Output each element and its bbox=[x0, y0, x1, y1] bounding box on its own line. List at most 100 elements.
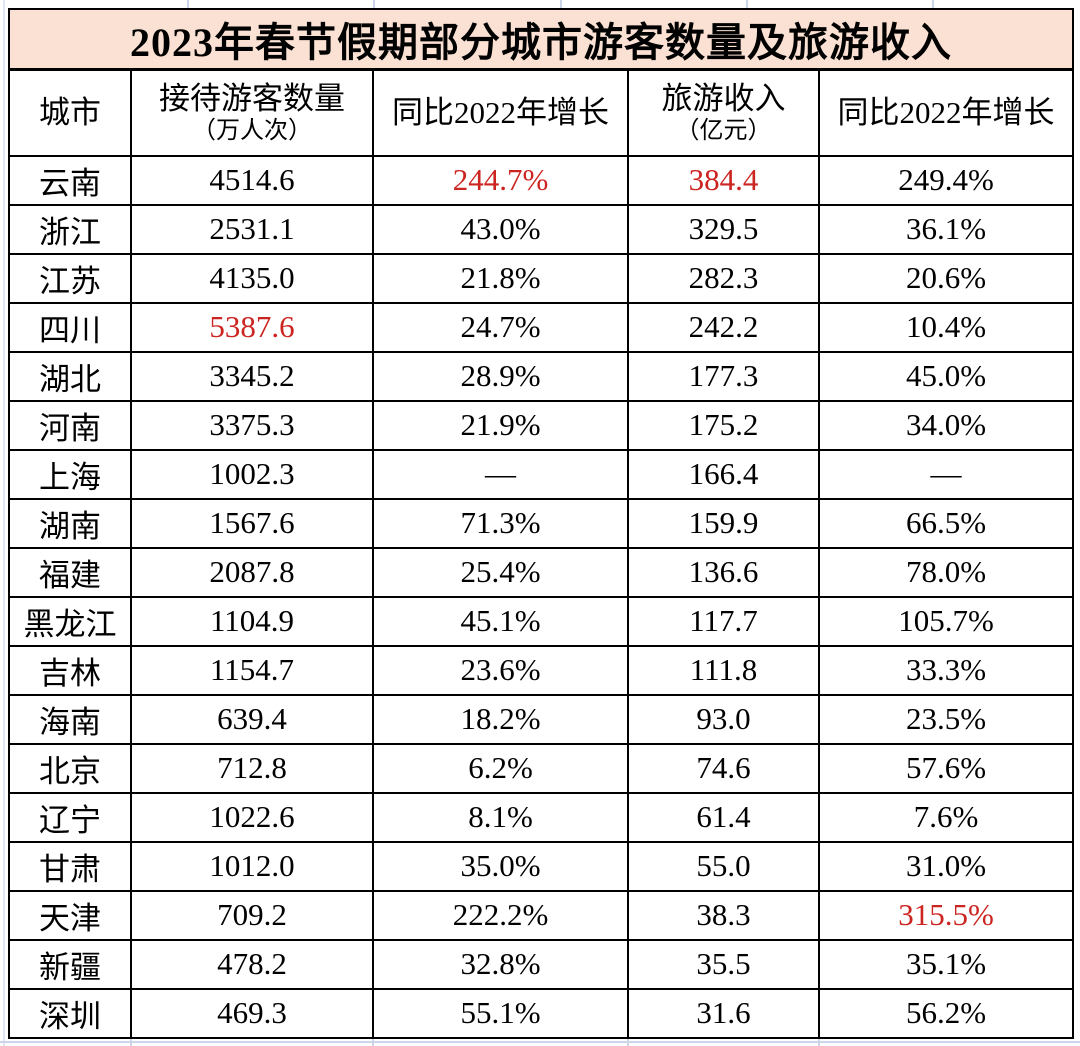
visitors-cell: 639.4 bbox=[130, 693, 374, 745]
visitors-cell: 2087.8 bbox=[130, 546, 374, 598]
col-header-visitor-growth: 同比2022年增长 bbox=[372, 68, 629, 157]
visitors-cell: 1012.0 bbox=[130, 840, 374, 892]
table-row: 云南 4514.6 244.7% 384.4 249.4% bbox=[8, 154, 1075, 206]
col-header-revenue-growth: 同比2022年增长 bbox=[817, 68, 1075, 157]
visitor-growth-cell: 6.2% bbox=[372, 742, 629, 794]
city-cell: 上海 bbox=[8, 448, 132, 500]
revenue-growth-cell: 315.5% bbox=[817, 889, 1075, 941]
visitors-cell: 1022.6 bbox=[130, 791, 374, 843]
visitor-growth-cell: 55.1% bbox=[372, 987, 629, 1039]
visitor-growth-cell: 8.1% bbox=[372, 791, 629, 843]
table-row: 深圳 469.3 55.1% 31.6 56.2% bbox=[8, 987, 1075, 1039]
revenue-growth-cell: 7.6% bbox=[817, 791, 1075, 843]
table-row: 甘肃 1012.0 35.0% 55.0 31.0% bbox=[8, 840, 1075, 892]
city-cell: 浙江 bbox=[8, 203, 132, 255]
visitors-cell: 5387.6 bbox=[130, 301, 374, 353]
table-row: 北京 712.8 6.2% 74.6 57.6% bbox=[8, 742, 1075, 794]
visitors-cell: 709.2 bbox=[130, 889, 374, 941]
revenue-cell: 38.3 bbox=[627, 889, 820, 941]
revenue-cell: 166.4 bbox=[627, 448, 820, 500]
grid-line bbox=[560, 0, 562, 8]
grid-line bbox=[372, 1035, 374, 1046]
col-header-label: 同比2022年增长 bbox=[392, 95, 609, 131]
city-cell: 云南 bbox=[8, 154, 132, 206]
visitors-cell: 478.2 bbox=[130, 938, 374, 990]
visitors-cell: 712.8 bbox=[130, 742, 374, 794]
revenue-growth-cell: 56.2% bbox=[817, 987, 1075, 1039]
visitors-cell: 1567.6 bbox=[130, 497, 374, 549]
revenue-cell: 384.4 bbox=[627, 154, 820, 206]
table-row: 上海 1002.3—166.4— bbox=[8, 448, 1075, 500]
grid-line bbox=[187, 0, 189, 8]
revenue-growth-cell: 78.0% bbox=[817, 546, 1075, 598]
col-header-revenue: 旅游收入 （亿元） bbox=[627, 68, 820, 157]
header-row: 城市 接待游客数量 （万人次） 同比2022年增长 旅游收入 （亿元） 同比20… bbox=[8, 68, 1075, 157]
revenue-growth-cell: 33.3% bbox=[817, 644, 1075, 696]
revenue-growth-cell: 249.4% bbox=[817, 154, 1075, 206]
revenue-cell: 329.5 bbox=[627, 203, 820, 255]
visitor-growth-cell: — bbox=[372, 448, 629, 500]
visitors-cell: 2531.1 bbox=[130, 203, 374, 255]
visitor-growth-cell: 24.7% bbox=[372, 301, 629, 353]
revenue-cell: 242.2 bbox=[627, 301, 820, 353]
city-cell: 湖南 bbox=[8, 497, 132, 549]
table-row: 吉林 1154.7 23.6% 111.8 33.3% bbox=[8, 644, 1075, 696]
visitors-cell: 1154.7 bbox=[130, 644, 374, 696]
city-cell: 甘肃 bbox=[8, 840, 132, 892]
table-row: 黑龙江 1104.9 45.1% 117.7 105.7% bbox=[8, 595, 1075, 647]
revenue-growth-cell: 31.0% bbox=[817, 840, 1075, 892]
revenue-growth-cell: 66.5% bbox=[817, 497, 1075, 549]
revenue-growth-cell: — bbox=[817, 448, 1075, 500]
revenue-growth-cell: 23.5% bbox=[817, 693, 1075, 745]
revenue-cell: 31.6 bbox=[627, 987, 820, 1039]
grid-line bbox=[932, 0, 934, 8]
visitor-growth-cell: 35.0% bbox=[372, 840, 629, 892]
table-row: 河南 3375.3 21.9% 175.2 34.0% bbox=[8, 399, 1075, 451]
city-cell: 深圳 bbox=[8, 987, 132, 1039]
visitor-growth-cell: 244.7% bbox=[372, 154, 629, 206]
revenue-cell: 175.2 bbox=[627, 399, 820, 451]
revenue-cell: 61.4 bbox=[627, 791, 820, 843]
table-row: 天津 709.2 222.2% 38.3 315.5% bbox=[8, 889, 1075, 941]
revenue-cell: 35.5 bbox=[627, 938, 820, 990]
col-header-unit: （亿元） bbox=[675, 117, 772, 144]
city-cell: 河南 bbox=[8, 399, 132, 451]
visitor-growth-cell: 222.2% bbox=[372, 889, 629, 941]
title-row: 2023年春节假期部分城市游客数量及旅游收入 bbox=[7, 8, 1075, 71]
col-header-label: 同比2022年增长 bbox=[837, 95, 1055, 131]
city-cell: 天津 bbox=[8, 889, 132, 941]
revenue-growth-cell: 20.6% bbox=[817, 252, 1075, 304]
visitors-cell: 3375.3 bbox=[130, 399, 374, 451]
revenue-cell: 282.3 bbox=[627, 252, 820, 304]
revenue-cell: 159.9 bbox=[627, 497, 820, 549]
table-row: 湖北 3345.2 28.9% 177.3 45.0% bbox=[8, 350, 1075, 402]
table-row: 四川 5387.6 24.7% 242.2 10.4% bbox=[8, 301, 1075, 353]
col-header-visitors: 接待游客数量 （万人次） bbox=[130, 68, 374, 157]
revenue-cell: 111.8 bbox=[627, 644, 820, 696]
revenue-growth-cell: 105.7% bbox=[817, 595, 1075, 647]
visitor-growth-cell: 21.8% bbox=[372, 252, 629, 304]
col-header-label: 旅游收入 bbox=[661, 81, 786, 117]
col-header-label: 接待游客数量 bbox=[159, 81, 345, 117]
revenue-cell: 136.6 bbox=[627, 546, 820, 598]
col-header-label: 城市 bbox=[39, 95, 101, 131]
visitors-cell: 3345.2 bbox=[130, 350, 374, 402]
table-body: 云南 4514.6 244.7% 384.4 249.4% 浙江 2531.1 43.0% 32… bbox=[8, 154, 1075, 1039]
col-header-city: 城市 bbox=[8, 68, 132, 157]
revenue-growth-cell: 57.6% bbox=[817, 742, 1075, 794]
table-title: 2023年春节假期部分城市游客数量及旅游收入 bbox=[7, 8, 1075, 71]
revenue-cell: 74.6 bbox=[627, 742, 820, 794]
table-row: 海南 639.4 18.2% 93.0 23.5% bbox=[8, 693, 1075, 745]
visitors-cell: 4135.0 bbox=[130, 252, 374, 304]
visitor-growth-cell: 71.3% bbox=[372, 497, 629, 549]
table-row: 江苏 4135.0 21.8% 282.3 20.6% bbox=[8, 252, 1075, 304]
city-cell: 新疆 bbox=[8, 938, 132, 990]
city-cell: 黑龙江 bbox=[8, 595, 132, 647]
grid-line bbox=[0, 1041, 1080, 1043]
city-cell: 海南 bbox=[8, 693, 132, 745]
grid-line bbox=[130, 1035, 132, 1046]
table-row: 湖南 1567.6 71.3% 159.9 66.5% bbox=[8, 497, 1075, 549]
visitor-growth-cell: 21.9% bbox=[372, 399, 629, 451]
visitors-cell: 1104.9 bbox=[130, 595, 374, 647]
